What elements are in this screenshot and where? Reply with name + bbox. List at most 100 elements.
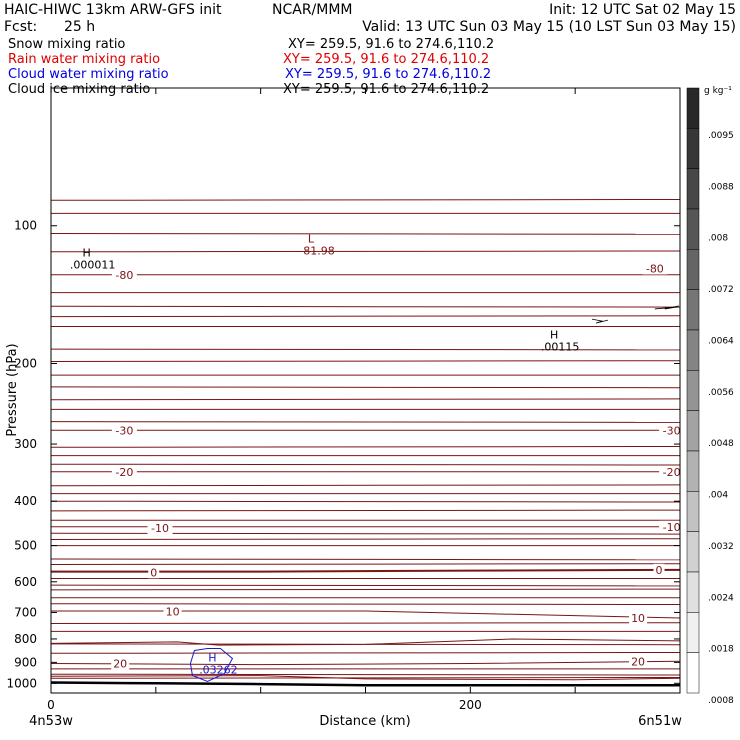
colorbar-label: .0095 (708, 131, 734, 141)
contour-line (50, 500, 681, 503)
y-tick-label: 200 (14, 356, 37, 370)
contour-label: 20 (113, 657, 127, 670)
colorbar-segment (686, 168, 700, 210)
contour-line (50, 250, 681, 253)
colorbar-label: .0024 (708, 593, 734, 603)
contour-series (51, 610, 681, 619)
contour-line (50, 558, 681, 561)
contour-label-bg (148, 566, 160, 579)
colorbar-segment (686, 329, 700, 371)
extremum-letter: H (550, 328, 558, 341)
contour-line (50, 199, 681, 201)
contour-line (50, 360, 681, 362)
contour-series (51, 568, 681, 573)
x-tick-label: 0 (47, 698, 55, 712)
colorbar-segment (686, 531, 700, 573)
contour-label-bg (653, 563, 665, 576)
init-time: Init: 12 UTC Sat 02 May 15 (549, 2, 736, 18)
contour-label-bg (659, 465, 685, 478)
colorbar-label: .0072 (708, 285, 734, 295)
fcst-label: Fcst: (4, 19, 37, 35)
contour-label: -10 (151, 522, 169, 535)
terrain-surface (50, 681, 680, 687)
y-axis-label: Pressure (hPa) (5, 343, 20, 436)
colorbar-segment (686, 491, 700, 532)
extremum-letter: L (308, 233, 315, 246)
contour-lines (50, 199, 681, 681)
contour-line (50, 652, 681, 654)
contour-label-bg (163, 605, 182, 618)
contour-label: -80 (115, 269, 133, 282)
contour-label: 0 (656, 564, 663, 577)
x-end-label: 6n51w (638, 714, 682, 729)
colorbar-label: .0032 (708, 542, 734, 552)
contour-line (50, 538, 681, 540)
extremum-value: .00115 (541, 340, 580, 353)
contour-label: -80 (646, 262, 664, 275)
y-tick-label: 500 (14, 539, 37, 553)
terrain-line (50, 681, 680, 687)
plot-frame (50, 87, 681, 694)
cloud-ice-contour (591, 318, 609, 324)
x-axis-label: Distance (km) (319, 714, 410, 729)
extremum-value: .03262 (199, 663, 238, 676)
y-tick-label: 900 (14, 655, 37, 669)
colorbar-label: .0008 (708, 696, 734, 706)
colorbar-segment (686, 450, 700, 492)
contour-label: 0 (150, 566, 157, 579)
colorbar-segment (686, 87, 700, 129)
contour-line (50, 398, 681, 401)
contour-line (50, 463, 681, 466)
extremum-letter: H (208, 651, 216, 664)
contour-label-bg (659, 520, 685, 533)
contour-line (50, 673, 681, 676)
contour-line (50, 315, 681, 318)
contour-series (50, 660, 681, 666)
contour-label: -20 (663, 466, 681, 479)
colorbar-segment (686, 652, 700, 694)
field-xy-cloud-ice: XY= 259.5, 91.6 to 274.6,110.2 (283, 82, 489, 97)
valid-time: Valid: 13 UTC Sun 03 May 15 (10 LST Sun … (362, 19, 736, 35)
contour-line (50, 622, 681, 624)
contour-label: 10 (631, 612, 645, 625)
contour-line (50, 386, 681, 389)
field-name-snow: Snow mixing ratio (8, 37, 125, 52)
contour-line (50, 603, 681, 605)
contour-label-bg (111, 424, 137, 437)
y-tick-label: 1000 (6, 676, 37, 690)
contour-label-bg (111, 657, 130, 670)
contour-label: -30 (663, 424, 681, 437)
contour-line (50, 563, 681, 565)
contour-label: 10 (166, 606, 180, 619)
contour-label-bg (629, 612, 648, 625)
colorbar-unit: g kg⁻¹ (704, 86, 732, 96)
contour-label-bg (111, 268, 137, 281)
colorbar-segment (686, 208, 700, 250)
contour-line (50, 421, 681, 423)
model-title: HAIC-HIWC 13km ARW-GFS init (4, 2, 222, 18)
colorbar-segment (686, 249, 700, 290)
colorbar-label: .0018 (708, 645, 734, 655)
colorbar-label: .008 (708, 234, 728, 244)
contour-series (50, 638, 681, 646)
contour-line (50, 233, 681, 235)
contour-line (50, 509, 681, 512)
contour-series (50, 675, 681, 681)
contour-label: 20 (631, 655, 645, 668)
x-start-label: 4n53w (29, 714, 73, 729)
colorbar-label: .0056 (708, 388, 734, 398)
contour-label-bg (642, 262, 668, 275)
extremum-value: .000011 (70, 259, 116, 272)
fcst-value: 25 h (64, 19, 95, 35)
y-tick-label: 600 (14, 575, 37, 589)
colorbar-segment (686, 289, 700, 331)
colorbar-label: .0048 (708, 439, 734, 449)
org-label: NCAR/MMM (272, 2, 353, 18)
extremum-value: -81.98 (299, 245, 334, 258)
contour-line (50, 532, 681, 535)
field-xy-snow: XY= 259.5, 91.6 to 274.6,110.2 (288, 37, 494, 52)
y-tick-label: 700 (14, 605, 37, 619)
